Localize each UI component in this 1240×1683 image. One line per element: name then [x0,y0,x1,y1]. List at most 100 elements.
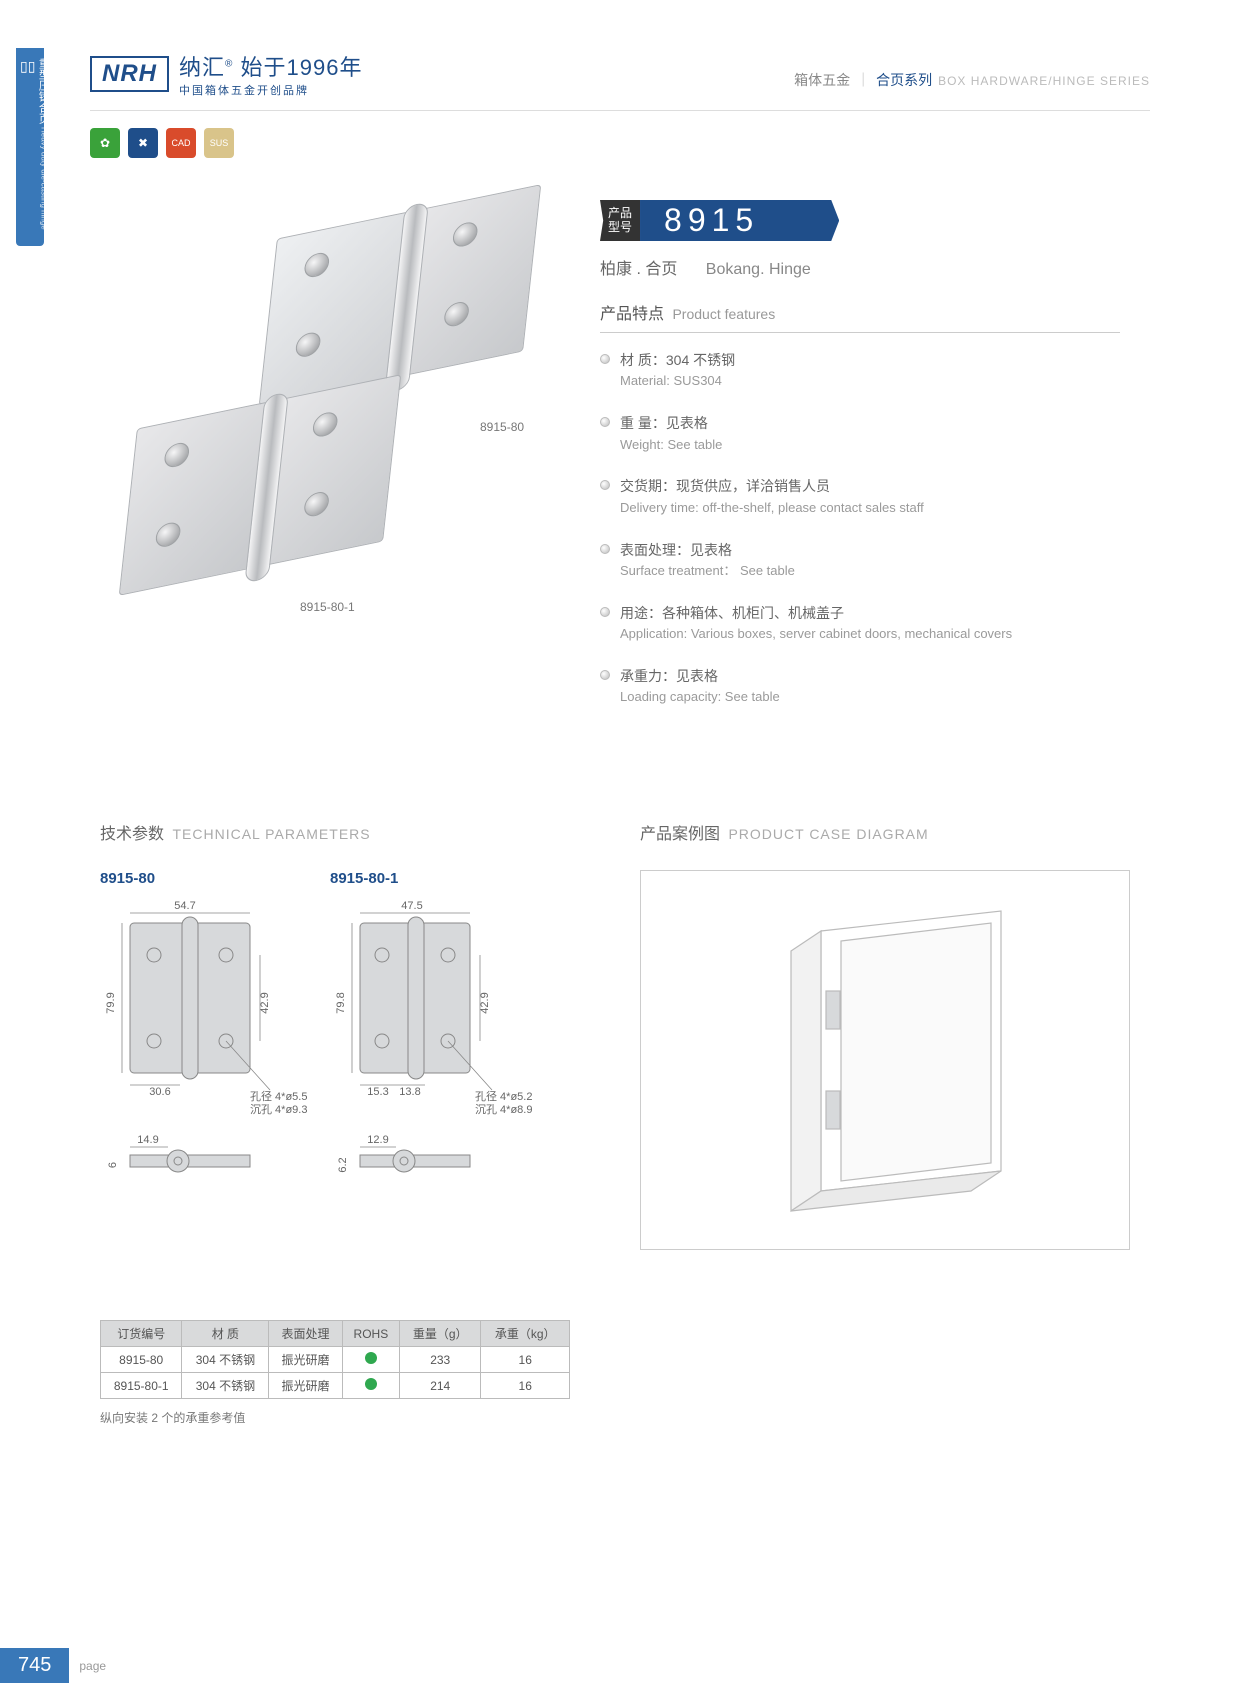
rohs-dot-icon [365,1378,377,1390]
badge-row: ✿ ✖ CAD SUS [90,128,234,158]
table-cell: 16 [481,1373,570,1399]
feature-item: 材 质：304 不锈钢Material: SUS304 [600,349,1120,392]
table-row: 8915-80304 不锈钢振光研磨 23316 [101,1347,570,1373]
svg-text:12.9: 12.9 [367,1134,388,1146]
badge-cad-icon: CAD [166,128,196,158]
case-diagram [640,870,1130,1250]
feature-en: Surface treatment： See table [620,561,795,582]
feature-item: 用途：各种箱体、机柜门、机械盖子Application: Various box… [600,602,1120,645]
page-number: 745 [0,1648,69,1683]
svg-text:42.9: 42.9 [479,992,491,1013]
svg-text:孔径 4*ø5.5: 孔径 4*ø5.5 [250,1090,307,1103]
feature-en: Delivery time: off-the-shelf, please con… [620,498,924,519]
brand-main: 纳汇® 始于1996年 [179,50,362,82]
table-header: 承重（kg） [481,1321,570,1347]
hero-label-1: 8915-80 [480,420,524,434]
table-header: 订货编号 [101,1321,182,1347]
table-cell: 16 [481,1347,570,1373]
badge-tool-icon: ✖ [128,128,158,158]
top-right-breadcrumb: 箱体五金 ｜ 合页系列 BOX HARDWARE/HINGE SERIES [794,70,1150,90]
table-header: 表面处理 [269,1321,342,1347]
rohs-dot-icon [365,1352,377,1364]
badge-eco-icon: ✿ [90,128,120,158]
svg-text:47.5: 47.5 [401,900,422,912]
svg-text:30.6: 30.6 [149,1086,170,1098]
hero-hinge-2 [119,374,402,596]
top-divider [90,110,1150,111]
feature-en: Application: Various boxes, server cabin… [620,624,1012,645]
feature-cn: 交货期：现货供应，详洽销售人员 [620,475,924,497]
svg-text:孔径 4*ø5.2: 孔径 4*ø5.2 [475,1090,532,1103]
brand-sub: 中国箱体五金开创品牌 [179,82,362,98]
table-header: ROHS [342,1321,399,1347]
bullet-icon [600,480,610,490]
svg-text:6.2: 6.2 [337,1157,349,1172]
model-subtitle: 柏康 . 合页 Bokang. Hinge [600,255,839,279]
model-block: 产品 型号 8915 柏康 . 合页 Bokang. Hinge [600,200,839,279]
bullet-icon [600,607,610,617]
side-tab: ▯▯ 重型压铸合页 Heavy duty die-casting hinge [16,48,44,246]
feature-item: 承重力：见表格Loading capacity: See table [600,665,1120,708]
table-note: 纵向安装 2 个的承重参考值 [100,1409,570,1426]
table-cell: 8915-80-1 [101,1373,182,1399]
tech-title: 技术参数 TECHNICAL PARAMETERS [100,820,371,844]
feature-item: 表面处理：见表格Surface treatment： See table [600,539,1120,582]
brand-logo: NRH [90,56,169,92]
table-cell: 304 不锈钢 [182,1347,269,1373]
bullet-icon [600,417,610,427]
svg-text:13.8: 13.8 [399,1086,420,1098]
side-tab-en: Heavy duty die-casting hinge [39,127,48,230]
svg-text:42.9: 42.9 [259,992,271,1013]
feature-cn: 承重力：见表格 [620,665,780,687]
table-cell: 振光研磨 [269,1347,342,1373]
feature-item: 重 量：见表格Weight: See table [600,412,1120,455]
drawing-1: 8915-80 54.7 79.9 42.9 30.6 孔径 4*ø5.5 沉孔… [100,870,310,1195]
bullet-icon [600,544,610,554]
page-label: page [79,1659,106,1673]
svg-text:79.8: 79.8 [335,992,347,1013]
bullet-icon [600,354,610,364]
svg-text:15.3: 15.3 [367,1086,388,1098]
page-footer: 745 page [0,1648,106,1683]
svg-text:54.7: 54.7 [174,900,195,912]
feature-item: 交货期：现货供应，详洽销售人员Delivery time: off-the-sh… [600,475,1120,518]
brand-block: NRH 纳汇® 始于1996年 中国箱体五金开创品牌 [90,50,362,98]
svg-text:沉孔 4*ø8.9: 沉孔 4*ø8.9 [475,1103,532,1116]
model-tag: 产品 型号 [600,200,640,241]
svg-text:沉孔 4*ø9.3: 沉孔 4*ø9.3 [250,1103,307,1116]
table-header: 重量（g） [400,1321,481,1347]
side-tab-cn: 重型压铸合页 [37,58,49,124]
spec-table: 订货编号材 质表面处理ROHS重量（g）承重（kg） 8915-80304 不锈… [100,1320,570,1399]
hero-hinge-1 [259,184,542,406]
feature-en: Weight: See table [620,435,722,456]
table-cell [342,1373,399,1399]
table-cell: 233 [400,1347,481,1373]
feature-cn: 材 质：304 不锈钢 [620,349,735,371]
table-cell [342,1347,399,1373]
feature-cn: 用途：各种箱体、机柜门、机械盖子 [620,602,1012,624]
hero-image: 8915-80 8915-80-1 [100,190,570,610]
side-tab-icon: ▯▯ [20,58,35,75]
hero-label-2: 8915-80-1 [300,600,355,614]
badge-sus-icon: SUS [204,128,234,158]
features-block: 产品特点 Product features 材 质：304 不锈钢Materia… [600,300,1120,728]
bullet-icon [600,670,610,680]
feature-en: Loading capacity: See table [620,687,780,708]
drawing-2: 8915-80-1 47.5 79.8 42.9 15.3 13.8 孔径 4*… [330,870,560,1195]
svg-text:14.9: 14.9 [137,1134,158,1146]
spec-table-wrap: 订货编号材 质表面处理ROHS重量（g）承重（kg） 8915-80304 不锈… [100,1320,570,1426]
table-cell: 214 [400,1373,481,1399]
feature-cn: 重 量：见表格 [620,412,722,434]
feature-cn: 表面处理：见表格 [620,539,795,561]
table-cell: 304 不锈钢 [182,1373,269,1399]
features-title: 产品特点 Product features [600,300,1120,324]
svg-text:79.9: 79.9 [105,992,117,1013]
table-row: 8915-80-1304 不锈钢振光研磨 21416 [101,1373,570,1399]
table-cell: 8915-80 [101,1347,182,1373]
model-number: 8915 [640,200,839,241]
table-header: 材 质 [182,1321,269,1347]
svg-text:6: 6 [107,1162,119,1168]
table-cell: 振光研磨 [269,1373,342,1399]
feature-en: Material: SUS304 [620,371,735,392]
case-title: 产品案例图 PRODUCT CASE DIAGRAM [640,820,929,844]
